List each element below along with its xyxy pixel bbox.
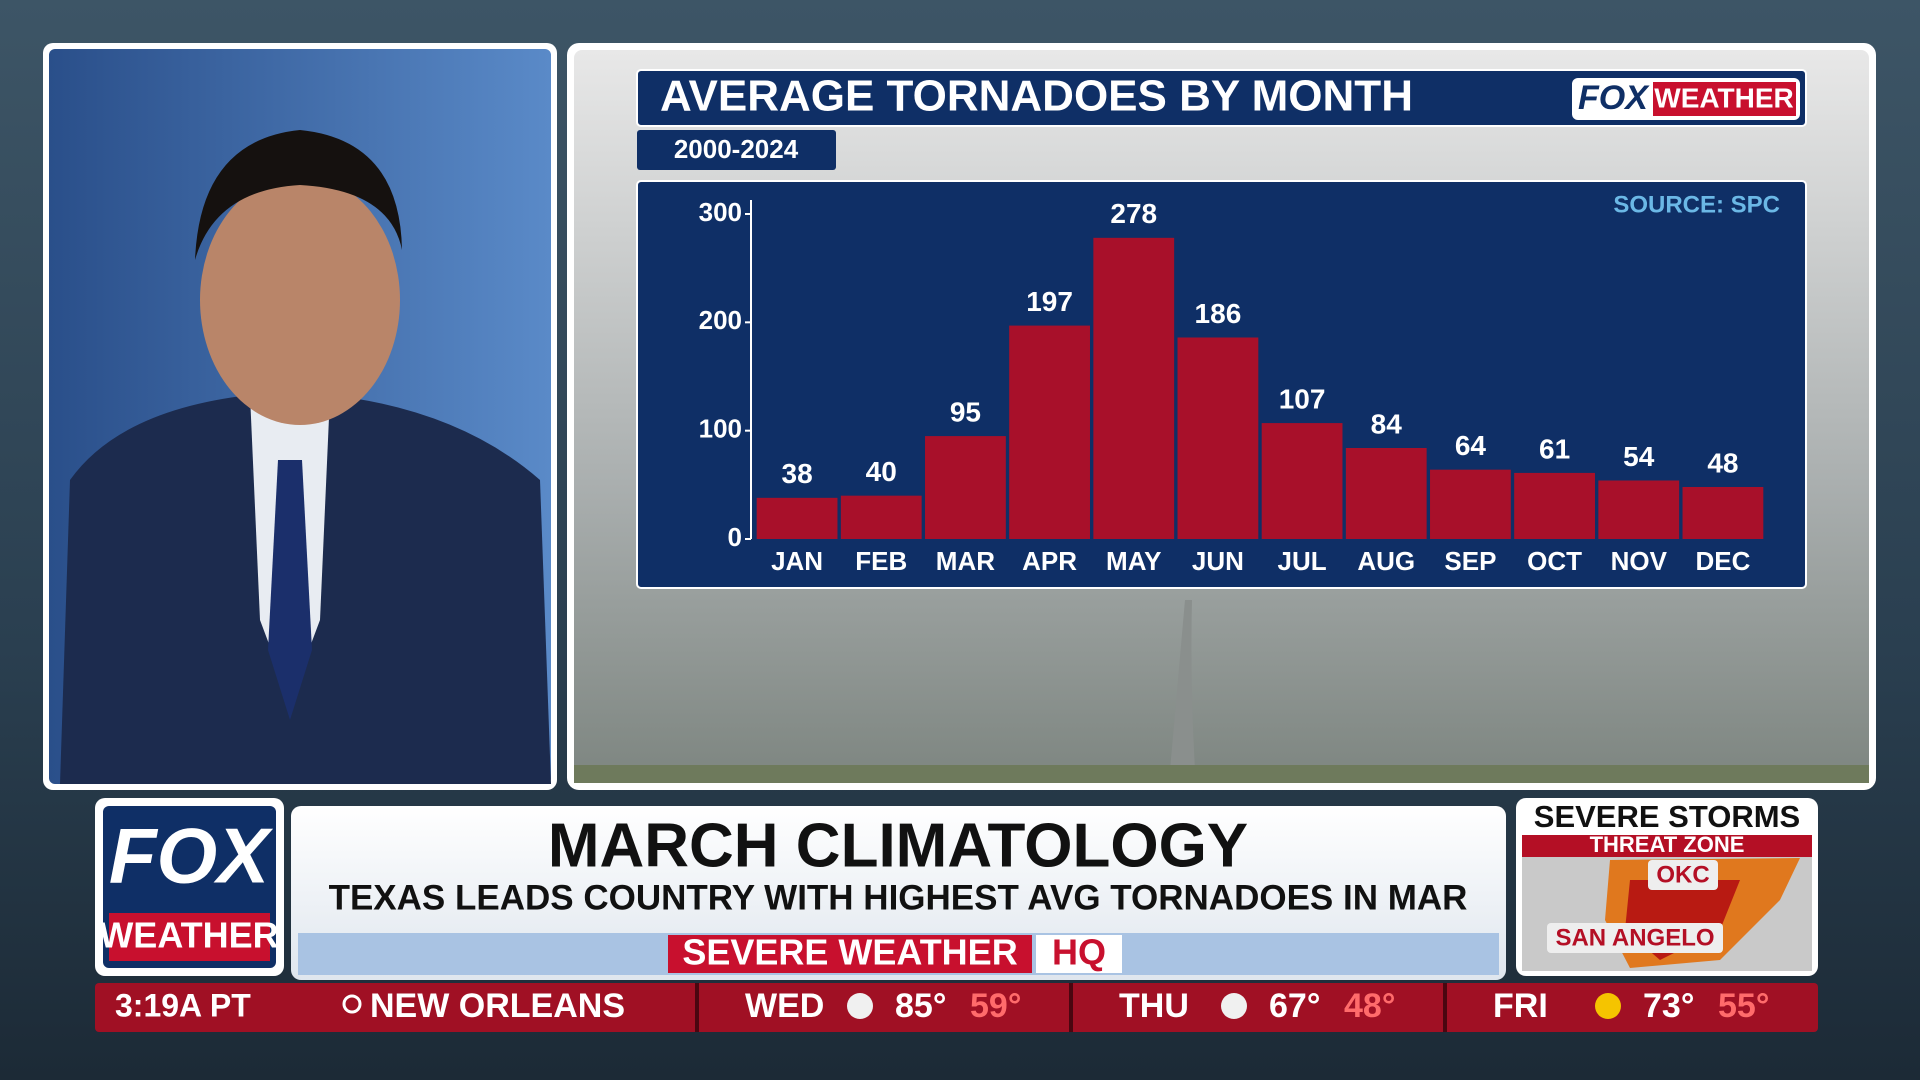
data-label: 186: [1195, 298, 1242, 329]
data-label: 95: [950, 396, 981, 427]
forecast-low: 55°: [1718, 987, 1769, 1025]
subheadline: TEXAS LEADS COUNTRY WITH HIGHEST AVG TOR…: [329, 878, 1468, 917]
plot: 0 100 200 300 38 JAN 40 FEB 95 MAR 197 APR 278 MAY 186…: [699, 197, 1764, 576]
city-okc-box: [1648, 860, 1718, 890]
bar: [1514, 472, 1595, 539]
y-tick-label: 100: [699, 414, 742, 444]
city-label: SAN ANGELO: [1555, 924, 1714, 951]
bar: [756, 497, 838, 539]
x-tick-label: FEB: [855, 546, 907, 576]
x-tick-label: MAR: [936, 546, 995, 576]
data-label: 38: [782, 458, 813, 489]
bar: [925, 436, 1006, 539]
logo-sub: WEATHER: [99, 915, 278, 956]
weather-icon: [1595, 993, 1621, 1019]
data-label: 54: [1623, 441, 1655, 472]
x-tick-label: JUN: [1192, 546, 1244, 576]
bar: [1261, 423, 1343, 539]
threat-subtitle-box: [1522, 835, 1812, 857]
chart-title: AVERAGE TORNADOES BY MONTH: [660, 72, 1413, 121]
ticker-time: 3:19A PT: [115, 987, 251, 1023]
threat-title: SEVERE STORMS: [1534, 799, 1800, 834]
bar: [1009, 325, 1090, 539]
banner: SEVERE WEATHER: [682, 932, 1017, 973]
ticker-location: NEW ORLEANS: [370, 987, 625, 1025]
headline: MARCH CLIMATOLOGY: [548, 811, 1248, 880]
bar: [1598, 480, 1680, 539]
x-tick-label: APR: [1022, 546, 1077, 576]
forecast-high: 85°: [895, 987, 946, 1025]
anchor-tie: [268, 460, 312, 720]
logo-brand: FOX: [109, 812, 273, 900]
data-label: 278: [1110, 198, 1157, 229]
data-label: 64: [1455, 430, 1487, 461]
bar: [1682, 487, 1764, 539]
forecast-day: THU: [1119, 987, 1189, 1025]
bar: [1430, 469, 1511, 539]
bar: [1093, 237, 1175, 540]
y-tick-label: 0: [728, 522, 742, 552]
x-tick-label: JAN: [771, 546, 823, 576]
data-label: 40: [866, 456, 897, 487]
chart-title-bar: [636, 69, 1807, 127]
x-tick-label: JUL: [1278, 546, 1327, 576]
city-sanangelo-box: [1547, 923, 1723, 953]
ground: [574, 765, 1869, 783]
anchor-hair: [195, 130, 402, 260]
chart-source: SOURCE: SPC: [1613, 191, 1780, 218]
x-tick-label: OCT: [1527, 546, 1582, 576]
location-pin: [342, 994, 362, 1014]
anchor-face: [200, 175, 400, 425]
x-tick-label: DEC: [1695, 546, 1750, 576]
threat-subtitle: THREAT ZONE: [1590, 832, 1745, 857]
forecast-day: FRI: [1493, 987, 1548, 1025]
bar: [1177, 337, 1259, 539]
y-tick-label: 200: [699, 305, 742, 335]
data-label: 48: [1707, 447, 1738, 478]
data-label: 197: [1026, 286, 1073, 317]
chart-logo-sub-box: [1653, 82, 1796, 116]
logo-sub-box: [109, 913, 270, 961]
forecast: WED 85° 59° THU 67° 48° FRI 73° 55°: [695, 983, 1769, 1032]
chart-subtitle-tab: [637, 130, 836, 170]
forecast-low: 59°: [970, 987, 1021, 1025]
data-label: 84: [1371, 408, 1403, 439]
forecast-high: 67°: [1269, 987, 1320, 1025]
chart-logo-brand: FOX: [1578, 79, 1650, 117]
banner-tag-box: [1036, 935, 1122, 973]
x-tick-label: NOV: [1611, 546, 1668, 576]
bar: [1345, 448, 1427, 539]
forecast-high: 73°: [1643, 987, 1694, 1025]
y-tick-label: 300: [699, 197, 742, 227]
banner-box: [668, 935, 1032, 973]
data-label: 61: [1539, 433, 1570, 464]
weather-icon: [1221, 993, 1247, 1019]
forecast-day: WED: [745, 987, 824, 1025]
bar: [840, 495, 922, 539]
weather-icon: [847, 993, 873, 1019]
tornado-funnel: [1170, 600, 1195, 770]
x-tick-label: SEP: [1444, 546, 1496, 576]
chart-subtitle: 2000-2024: [674, 134, 799, 164]
x-tick-label: AUG: [1357, 546, 1415, 576]
chart-logo-sub: WEATHER: [1654, 82, 1793, 113]
city-label: OKC: [1656, 861, 1709, 888]
data-label: 107: [1279, 383, 1326, 414]
forecast-low: 48°: [1344, 987, 1395, 1025]
x-tick-label: MAY: [1106, 546, 1161, 576]
ticker: [95, 983, 1818, 1032]
banner-tag: HQ: [1052, 932, 1106, 973]
